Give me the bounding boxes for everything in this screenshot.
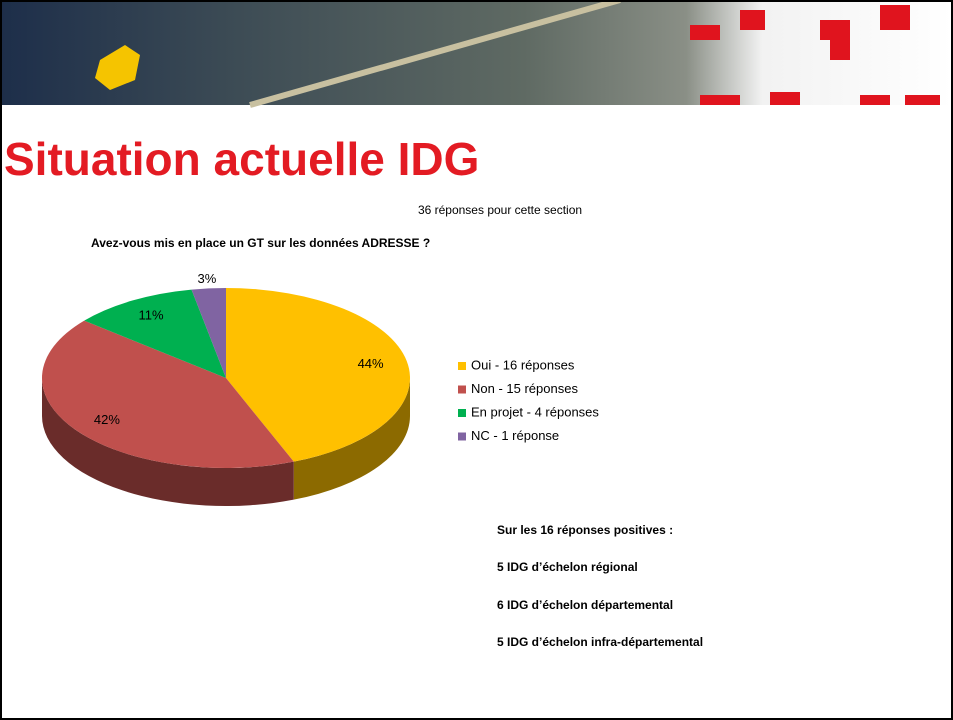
data-label: 3% [198,271,217,286]
legend-swatch [458,409,466,417]
legend-swatch [458,386,466,394]
slide-canvas: Situation actuelle IDG 36 réponses pour … [0,0,953,720]
legend-label: NC - 1 réponse [471,428,559,443]
note: 5 IDG d’échelon régional [497,560,638,574]
legend-swatch [458,362,466,370]
legend-label: Oui - 16 réponses [471,357,575,372]
data-label: 42% [94,412,120,427]
header-banner [0,0,953,105]
legend-label: En projet - 4 réponses [471,404,599,419]
data-label: 11% [139,307,164,322]
legend-swatch [458,433,466,441]
note: 5 IDG d’échelon infra-départemental [497,635,703,649]
note: Sur les 16 réponses positives : [497,523,673,537]
data-label: 44% [358,356,384,371]
slide-title: Situation actuelle IDG [4,133,479,185]
chart-title: Avez-vous mis en place un GT sur les don… [91,236,430,250]
note: 6 IDG d’échelon départemental [497,598,673,612]
slide: Situation actuelle IDG 36 réponses pour … [0,0,953,720]
legend-label: Non - 15 réponses [471,381,578,396]
chart-subtitle: 36 réponses pour cette section [418,203,582,217]
